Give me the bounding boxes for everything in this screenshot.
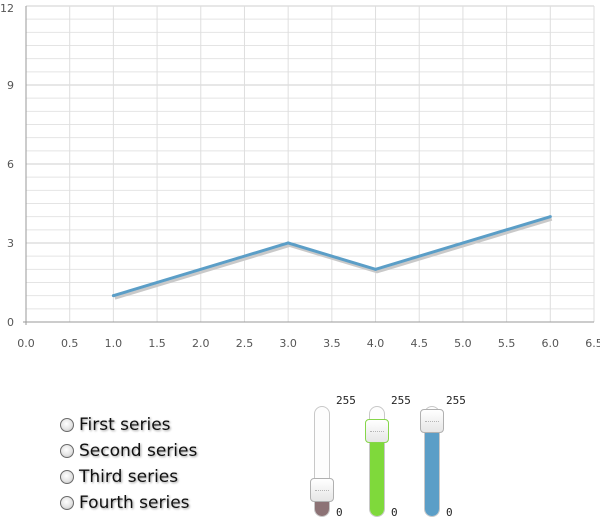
x-tick-label: 0.5 (61, 337, 79, 350)
data-point (374, 267, 378, 271)
x-tick-label: 3.0 (279, 337, 297, 350)
y-tick-label: 0 (7, 316, 14, 329)
slider-fill (370, 430, 384, 516)
y-axis-ticks: 0 3 6 9 12 (0, 2, 14, 329)
series-option-fourth[interactable]: Fourth series (60, 490, 197, 516)
y-tick-label: 6 (7, 158, 14, 171)
series-label: Second series (79, 441, 198, 461)
series-line-shadow (114, 217, 553, 300)
series-option-second[interactable]: Second series (60, 438, 197, 464)
x-tick-label: 2.5 (236, 337, 254, 350)
series-selector: First series Second series Third series … (60, 412, 197, 516)
series-label: Third series (79, 467, 179, 487)
x-tick-label: 5.5 (498, 337, 516, 350)
x-tick-label: 6.0 (542, 337, 560, 350)
x-tick-label: 1.5 (148, 337, 166, 350)
x-tick-label: 4.5 (410, 337, 428, 350)
x-tick-label: 4.0 (367, 337, 385, 350)
data-point (548, 215, 552, 219)
x-tick-label: 6.5 (585, 337, 600, 350)
y-tick-label: 12 (0, 2, 14, 15)
red-slider[interactable]: 255 0 (310, 394, 356, 520)
slider-max-label: 255 (446, 394, 466, 407)
series-line (112, 215, 551, 298)
slider-min-label: 0 (446, 506, 453, 519)
blue-slider[interactable]: 255 0 (420, 394, 466, 520)
slider-min-label: 0 (391, 506, 398, 519)
series-group (111, 215, 553, 300)
data-point (111, 294, 115, 298)
series-option-third[interactable]: Third series (60, 464, 197, 490)
data-point (286, 241, 290, 245)
x-tick-label: 5.0 (454, 337, 472, 350)
line-chart: 0 3 6 9 12 0.0 0.5 1.0 1.5 2.0 2.5 3.0 3.5 4.0 4.5 5.0… (0, 2, 600, 350)
x-tick-label: 1.0 (105, 337, 123, 350)
slider-handle[interactable] (310, 478, 334, 503)
x-tick-label: 0.0 (17, 337, 35, 350)
slider-max-label: 255 (336, 394, 356, 407)
chart-grid (23, 5, 595, 325)
y-tick-label: 9 (7, 79, 14, 92)
series-option-first[interactable]: First series (60, 412, 197, 438)
slider-max-label: 255 (391, 394, 411, 407)
series-label: Fourth series (79, 493, 190, 513)
x-axis-ticks: 0.0 0.5 1.0 1.5 2.0 2.5 3.0 3.5 4.0 4.5 5.0 5.5 6.0 6… (17, 337, 600, 350)
x-tick-label: 3.5 (323, 337, 341, 350)
slider-handle[interactable] (420, 409, 444, 434)
series-label: First series (79, 415, 171, 435)
radio-button-icon[interactable] (60, 496, 74, 510)
slider-handle[interactable] (365, 419, 389, 444)
radio-button-icon[interactable] (60, 444, 74, 458)
y-tick-label: 3 (7, 237, 14, 250)
slider-fill (425, 420, 439, 516)
slider-track[interactable] (424, 406, 440, 517)
green-slider[interactable]: 255 0 (365, 394, 411, 520)
radio-button-icon[interactable] (60, 470, 74, 484)
x-tick-label: 2.0 (192, 337, 210, 350)
slider-min-label: 0 (336, 506, 343, 519)
radio-button-icon[interactable] (60, 418, 74, 432)
